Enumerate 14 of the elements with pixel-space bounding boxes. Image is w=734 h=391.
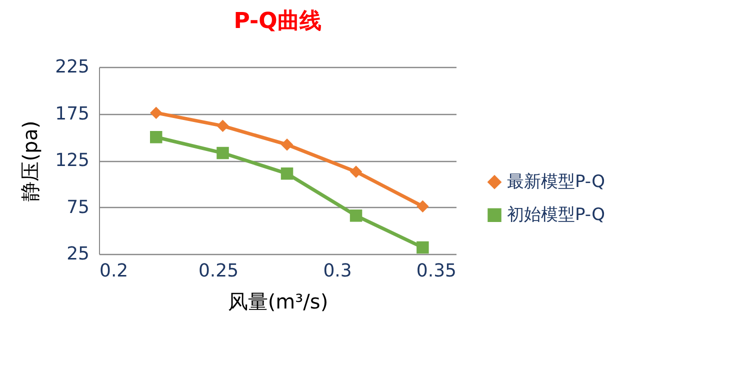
x-tick-label: 0.2 bbox=[100, 260, 128, 282]
legend-label: 最新模型P-Q bbox=[507, 172, 606, 192]
y-tick-label: 125 bbox=[55, 150, 90, 171]
x-tick-label: 0.25 bbox=[198, 260, 239, 282]
x-axis-title: 风量(m³/s) bbox=[228, 290, 328, 314]
y-tick-label: 75 bbox=[66, 196, 90, 218]
x-tick-label: 0.3 bbox=[323, 260, 352, 282]
chart-title: P-Q曲线 bbox=[234, 9, 322, 34]
legend-label: 初始模型P-Q bbox=[507, 205, 606, 226]
y-tick-label: 175 bbox=[55, 103, 90, 124]
x-tick-label: 0.35 bbox=[416, 260, 456, 282]
y-tick-label: 25 bbox=[66, 244, 90, 264]
y-axis-title: 静压(pa) bbox=[18, 120, 42, 202]
y-tick-label: 225 bbox=[55, 56, 90, 78]
